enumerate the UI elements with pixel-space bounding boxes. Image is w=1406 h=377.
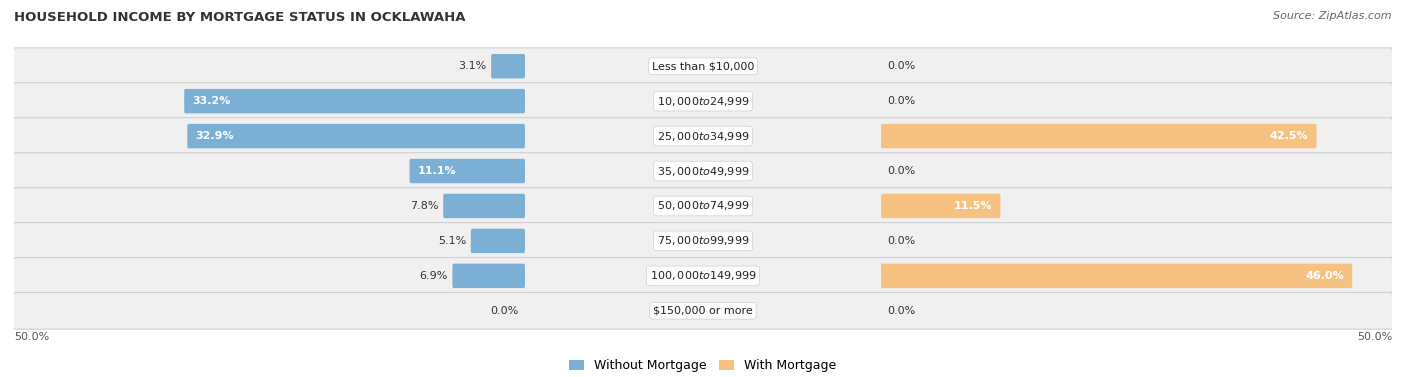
- FancyBboxPatch shape: [14, 293, 1392, 329]
- FancyBboxPatch shape: [14, 48, 1392, 84]
- Text: 5.1%: 5.1%: [439, 236, 467, 246]
- Text: 0.0%: 0.0%: [887, 236, 915, 246]
- Text: 46.0%: 46.0%: [1306, 271, 1344, 281]
- FancyBboxPatch shape: [409, 159, 524, 183]
- Text: 50.0%: 50.0%: [14, 332, 49, 342]
- Text: $35,000 to $49,999: $35,000 to $49,999: [657, 164, 749, 178]
- Text: 33.2%: 33.2%: [193, 96, 231, 106]
- Text: 0.0%: 0.0%: [887, 166, 915, 176]
- FancyBboxPatch shape: [184, 89, 524, 113]
- Text: HOUSEHOLD INCOME BY MORTGAGE STATUS IN OCKLAWAHA: HOUSEHOLD INCOME BY MORTGAGE STATUS IN O…: [14, 11, 465, 24]
- Text: 32.9%: 32.9%: [195, 131, 233, 141]
- FancyBboxPatch shape: [453, 264, 524, 288]
- FancyBboxPatch shape: [882, 264, 1353, 288]
- FancyBboxPatch shape: [14, 257, 1392, 294]
- FancyBboxPatch shape: [443, 194, 524, 218]
- Text: 11.5%: 11.5%: [955, 201, 993, 211]
- Text: $100,000 to $149,999: $100,000 to $149,999: [650, 269, 756, 282]
- FancyBboxPatch shape: [14, 118, 1392, 155]
- Text: 42.5%: 42.5%: [1270, 131, 1309, 141]
- Legend: Without Mortgage, With Mortgage: Without Mortgage, With Mortgage: [564, 354, 842, 377]
- Text: Source: ZipAtlas.com: Source: ZipAtlas.com: [1274, 11, 1392, 21]
- Text: 3.1%: 3.1%: [458, 61, 486, 71]
- Text: 50.0%: 50.0%: [1357, 332, 1392, 342]
- FancyBboxPatch shape: [187, 124, 524, 148]
- FancyBboxPatch shape: [14, 83, 1392, 120]
- FancyBboxPatch shape: [14, 188, 1392, 224]
- Text: $150,000 or more: $150,000 or more: [654, 306, 752, 316]
- Text: $10,000 to $24,999: $10,000 to $24,999: [657, 95, 749, 108]
- Text: 0.0%: 0.0%: [491, 306, 519, 316]
- FancyBboxPatch shape: [882, 124, 1316, 148]
- Text: 0.0%: 0.0%: [887, 96, 915, 106]
- Text: 7.8%: 7.8%: [411, 201, 439, 211]
- Text: Less than $10,000: Less than $10,000: [652, 61, 754, 71]
- FancyBboxPatch shape: [491, 54, 524, 78]
- Text: $75,000 to $99,999: $75,000 to $99,999: [657, 234, 749, 247]
- Text: $25,000 to $34,999: $25,000 to $34,999: [657, 130, 749, 143]
- Text: 0.0%: 0.0%: [887, 306, 915, 316]
- Text: 0.0%: 0.0%: [887, 61, 915, 71]
- FancyBboxPatch shape: [882, 194, 1001, 218]
- Text: 11.1%: 11.1%: [418, 166, 456, 176]
- FancyBboxPatch shape: [14, 222, 1392, 259]
- Text: 6.9%: 6.9%: [419, 271, 449, 281]
- Text: $50,000 to $74,999: $50,000 to $74,999: [657, 199, 749, 213]
- FancyBboxPatch shape: [471, 229, 524, 253]
- FancyBboxPatch shape: [14, 153, 1392, 189]
